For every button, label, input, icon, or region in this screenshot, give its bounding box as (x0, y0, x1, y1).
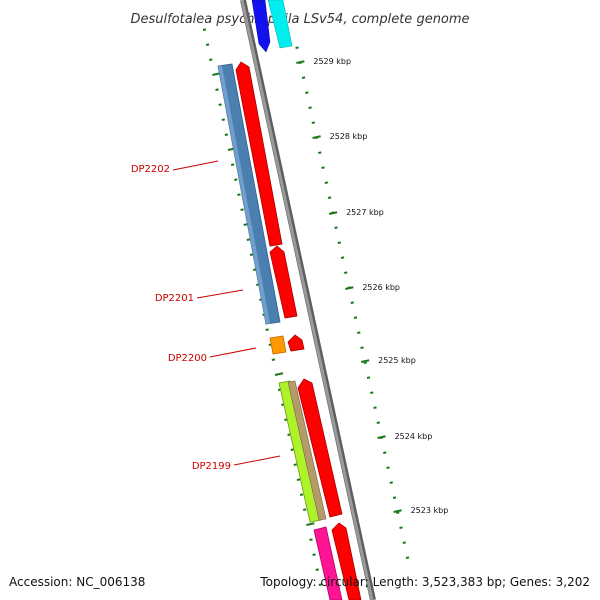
scale-minor-tick (396, 511, 400, 514)
scale-minor-tick (373, 406, 377, 409)
gene-label-dp2199: DP2199 (192, 461, 231, 472)
inner-minor-tick (265, 328, 269, 331)
gene-dp2202-highlight (218, 65, 270, 324)
inner-minor-tick (218, 103, 222, 106)
inner-minor-tick (249, 253, 254, 256)
scale-minor-tick (334, 226, 338, 229)
scale-minor-tick (370, 391, 374, 394)
scale-major-tick (296, 60, 305, 64)
gene-navy-arrow (251, 0, 271, 53)
gene-label-group: DP2202 DP2201 DP2200 DP2199 (131, 160, 281, 472)
scale-minor-tick (324, 181, 329, 184)
inner-minor-tick (309, 538, 313, 541)
scale-major-tick (312, 135, 321, 139)
scale-label: 2528 kbp (330, 132, 368, 141)
inner-major-tick (306, 522, 315, 526)
inner-minor-tick (302, 508, 307, 511)
gene-label-dp2200: DP2200 (168, 353, 207, 364)
inner-minor-tick (224, 133, 229, 136)
gene-red-arrow-5 (331, 522, 362, 600)
inner-minor-tick (318, 583, 323, 586)
topology-text: Topology: circular; Length: 3,523,383 bp… (259, 575, 590, 589)
scale-minor-tick (301, 76, 306, 79)
inner-minor-tick (205, 43, 210, 46)
scale-major-tick (360, 359, 370, 363)
scale-label: 2525 kbp (378, 356, 416, 365)
leader-dp2200 (209, 347, 257, 358)
gene-red-arrow-2 (269, 245, 298, 319)
scale-minor-tick (405, 556, 410, 559)
scale-minor-tick (295, 46, 299, 49)
inner-minor-tick (296, 478, 301, 481)
scale-minor-tick (402, 541, 406, 544)
scale-labels: 2529 kbp 2528 kbp 2527 kbp 2526 kbp 2525 kbp… (313, 57, 448, 515)
scale-label: 2523 kbp (411, 506, 449, 515)
gene-tan-bar (287, 380, 327, 521)
scale-major-tick (377, 435, 386, 439)
scale-tick-ring (295, 46, 410, 559)
scale-minor-tick (386, 466, 390, 469)
scale-minor-tick (392, 496, 397, 499)
inner-minor-tick (209, 58, 213, 61)
inner-minor-tick (202, 28, 207, 31)
scale-minor-tick (344, 271, 348, 274)
scale-minor-tick (383, 451, 387, 454)
inner-minor-tick (293, 463, 298, 466)
scale-minor-tick (399, 526, 403, 529)
gene-label-dp2202: DP2202 (131, 164, 170, 175)
gene-features (217, 0, 362, 600)
scale-minor-tick (311, 121, 316, 124)
scale-minor-tick (337, 241, 342, 244)
scale-major-tick (328, 211, 338, 215)
scale-minor-tick (321, 166, 325, 169)
inner-minor-tick (234, 178, 238, 181)
inner-minor-tick (271, 358, 276, 361)
scale-minor-tick (340, 256, 345, 259)
scale-major-tick (393, 509, 402, 513)
scale-minor-tick (376, 421, 380, 424)
scale-minor-tick (353, 316, 358, 319)
scale-label: 2527 kbp (346, 208, 384, 217)
inner-minor-tick (315, 568, 319, 571)
scale-label: 2526 kbp (362, 283, 400, 292)
scale-label: 2524 kbp (395, 432, 433, 441)
scale-minor-tick (305, 91, 309, 94)
gene-dp2200-bar (269, 335, 287, 355)
scale-label: 2529 kbp (313, 57, 351, 66)
inner-minor-tick (221, 118, 226, 121)
scale-minor-tick (366, 376, 371, 379)
inner-minor-tick (246, 238, 251, 241)
inner-minor-tick (312, 553, 316, 556)
accession-text: Accession: NC_006138 (9, 575, 145, 589)
backbone (240, 0, 376, 600)
gene-red-arrow-4 (297, 378, 343, 518)
leader-dp2199 (233, 455, 281, 466)
gene-label-dp2201: DP2201 (155, 293, 194, 304)
inner-minor-tick (230, 163, 235, 166)
inner-major-tick (274, 372, 284, 376)
gene-red-arrow-1 (235, 61, 283, 247)
scale-minor-tick (318, 151, 322, 154)
leader-dp2202 (172, 160, 219, 171)
inner-minor-tick (287, 433, 291, 436)
inner-minor-tick (299, 493, 304, 496)
scale-minor-tick (389, 481, 393, 484)
scale-minor-tick (350, 301, 354, 304)
gene-red-arrow-3 (287, 334, 305, 352)
inner-minor-tick (215, 88, 219, 91)
map-title: Desulfotalea psychrophila LSv54, complet… (130, 12, 469, 27)
scale-minor-tick (363, 361, 367, 364)
scale-minor-tick (327, 196, 332, 199)
inner-tick-ring (202, 28, 323, 586)
leader-dp2201 (196, 289, 244, 299)
inner-minor-tick (237, 193, 241, 196)
inner-minor-tick (240, 208, 244, 211)
scale-minor-tick (360, 346, 364, 349)
gene-cyan-bar (267, 0, 293, 49)
scale-major-tick (345, 286, 354, 290)
scale-minor-tick (308, 106, 312, 109)
gene-magenta-bar (313, 526, 343, 600)
scale-minor-tick (357, 331, 361, 334)
